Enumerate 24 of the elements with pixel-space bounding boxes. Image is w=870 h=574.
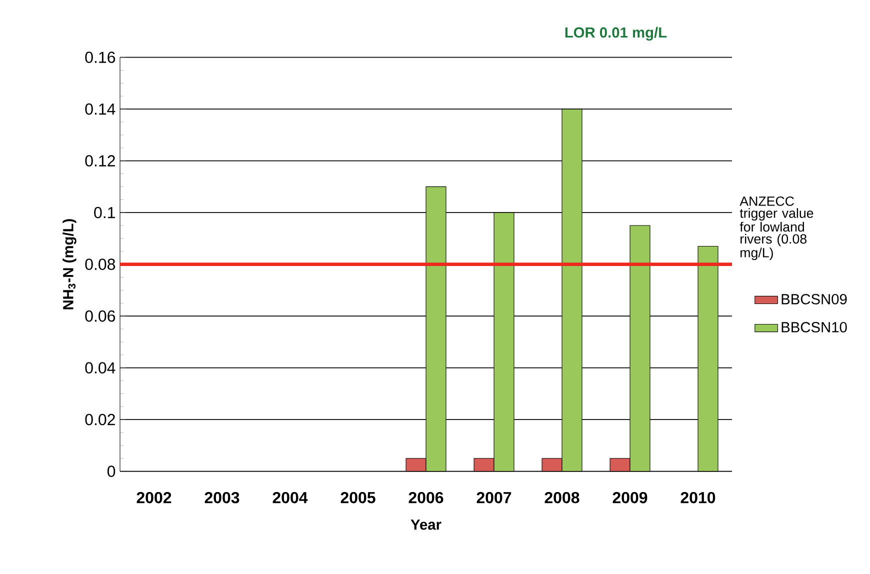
y-tick-label: 0.16 xyxy=(85,52,116,63)
x-tick-label: 2008 xyxy=(544,492,580,504)
x-tick-label: 2003 xyxy=(204,492,240,504)
x-tick-label: 2002 xyxy=(136,492,172,504)
x-tick-label: 2007 xyxy=(476,492,512,504)
y-tick-label: 0.06 xyxy=(85,310,116,322)
legend-label: BBCSN10 xyxy=(782,322,847,332)
x-axis-title: Year xyxy=(410,520,442,530)
x-tick-label: 2004 xyxy=(272,492,308,504)
x-tick-label: 2005 xyxy=(340,492,376,504)
y-tick-label: 0.04 xyxy=(85,362,116,374)
text: LOR 0.01 mg/L xyxy=(565,26,667,41)
x-tick-label: 2010 xyxy=(680,492,716,504)
y-axis-title: NH$_{3}$-N (mg/L) xyxy=(62,219,76,310)
x-tick-label: 2009 xyxy=(612,492,648,504)
y-tick-label: 0.14 xyxy=(85,103,116,115)
ref-line-label: ANZECC trigger value for lowland rivers (0.08 mg/L) xyxy=(740,196,814,260)
y-tick-label: 0.1 xyxy=(94,206,115,218)
x-tick-label: 2006 xyxy=(408,492,444,504)
y-tick-label: 0.12 xyxy=(85,155,115,166)
legend-label: BBCSN09 xyxy=(782,294,847,304)
y-tick-label: 0 xyxy=(107,466,116,477)
y-tick-label: 0.02 xyxy=(85,414,115,426)
y-tick-label: 0.08 xyxy=(85,258,116,270)
